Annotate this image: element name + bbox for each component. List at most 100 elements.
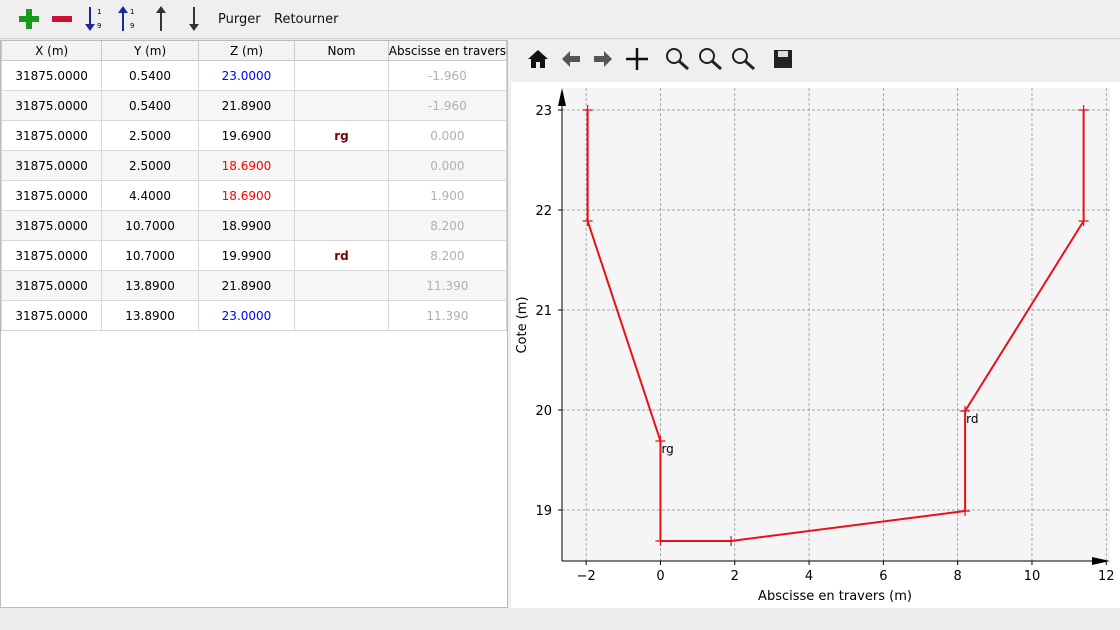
add-icon-v[interactable] [26, 9, 32, 29]
table-cell: 4.4000 [101, 180, 199, 211]
svg-text:9: 9 [97, 22, 101, 30]
sort-asc-icon[interactable]: 19 [85, 7, 101, 31]
home-icon[interactable] [528, 50, 548, 68]
table-cell [294, 180, 389, 211]
table-cell: 10.7000 [101, 210, 199, 241]
point-marker [960, 506, 971, 516]
svg-text:1: 1 [97, 8, 101, 16]
svg-text:9: 9 [130, 22, 134, 30]
x-tick-label: 10 [1024, 569, 1041, 584]
table-cell [294, 300, 389, 331]
table-cell: 31875.0000 [1, 150, 103, 181]
header-row: X (m) Y (m) Z (m) Nom Abscisse en travers [1, 41, 507, 61]
point-label: rg [661, 442, 673, 456]
table-cell: 31875.0000 [1, 60, 103, 91]
point-marker [1078, 105, 1089, 115]
column-header: Nom [294, 41, 389, 61]
chart: Abscisse en travers (m) Cote (m) −2 0 2 4 6 8… [511, 40, 1120, 608]
x-tick-label: 4 [805, 569, 813, 584]
zoom-fit-icon[interactable] [732, 48, 755, 71]
toolbar-icons: 19 19 [19, 6, 199, 31]
table-row: 31875.0000 2.5000 19.6900 rg 0.000 [1, 120, 507, 151]
table-cell: 0.000 [387, 150, 507, 181]
table-row: 31875.0000 10.7000 19.9900 rd 8.200 [1, 240, 507, 271]
forward-icon[interactable] [594, 51, 612, 67]
table-cell: 0.000 [387, 120, 507, 151]
point-marker [655, 436, 666, 446]
table-row: 31875.0000 0.5400 23.0000 -1.960 [1, 60, 507, 91]
column-header: Z (m) [197, 41, 296, 61]
sort-desc-icon[interactable]: 19 [118, 6, 134, 31]
y-axis-arrow [558, 88, 566, 106]
table-cell: 18.6900 [197, 180, 296, 211]
point-marker [726, 536, 737, 546]
point-marker [960, 406, 971, 416]
move-up-icon[interactable] [156, 6, 166, 31]
table-cell: 18.9900 [197, 210, 296, 241]
table-cell [294, 90, 389, 121]
pan-icon[interactable] [626, 48, 648, 70]
x-tick-label: 2 [731, 569, 739, 584]
table-cell: 13.8900 [101, 300, 199, 331]
table-cell: 31875.0000 [1, 210, 103, 241]
table-row: 31875.0000 10.7000 18.9900 8.200 [1, 210, 507, 241]
svg-text:1: 1 [130, 8, 134, 16]
table-cell: 18.6900 [197, 150, 296, 181]
column-header: Y (m) [101, 41, 199, 61]
table-cell: 2.5000 [101, 120, 199, 151]
table-cell: 8.200 [387, 210, 507, 241]
x-axis-arrow [1092, 557, 1110, 565]
table-cell: 0.5400 [101, 60, 199, 91]
y-tick-label: 20 [535, 404, 552, 419]
point-label: rd [966, 412, 978, 426]
table-cell: 21.8900 [197, 270, 296, 301]
save-icon[interactable] [774, 50, 792, 68]
table-cell: 31875.0000 [1, 270, 103, 301]
table-row: 31875.0000 4.4000 18.6900 1.900 [1, 180, 507, 211]
table-cell [294, 60, 389, 91]
table-cell: 31875.0000 [1, 120, 103, 151]
point-marker [1078, 216, 1089, 226]
table-cell: rg [294, 120, 389, 151]
status-bar [0, 608, 1120, 630]
remove-icon[interactable] [52, 16, 72, 22]
table-cell: 13.8900 [101, 270, 199, 301]
back-icon[interactable] [562, 51, 580, 67]
table-row: 31875.0000 2.5000 18.6900 0.000 [1, 150, 507, 181]
table-cell: 19.6900 [197, 120, 296, 151]
table-cell: 23.0000 [197, 300, 296, 331]
table-cell: -1.960 [387, 90, 507, 121]
column-header: X (m) [1, 41, 103, 61]
plot-area [562, 88, 1110, 561]
reverse-button[interactable]: Retourner [274, 12, 339, 27]
y-tick-label: 23 [535, 104, 552, 119]
table: X (m) Y (m) Z (m) Nom Abscisse en travers 31… [1, 41, 507, 331]
table-cell: -1.960 [387, 60, 507, 91]
point-marker [582, 216, 593, 226]
table-cell: 11.390 [387, 270, 507, 301]
table-cell: 31875.0000 [1, 240, 103, 271]
y-tick-label: 19 [535, 504, 552, 519]
table-cell [294, 270, 389, 301]
move-down-icon[interactable] [189, 7, 199, 31]
point-marker [582, 105, 593, 115]
table-cell: 1.900 [387, 180, 507, 211]
table-cell [294, 150, 389, 181]
table-cell: 19.9900 [197, 240, 296, 271]
table-row: 31875.0000 13.8900 21.8900 11.390 [1, 270, 507, 301]
table-cell [294, 210, 389, 241]
table-row: 31875.0000 13.8900 23.0000 11.390 [1, 300, 507, 331]
zoom-one-icon[interactable] [699, 48, 722, 71]
zoom-icon[interactable] [666, 48, 689, 71]
x-axis-label: Abscisse en travers (m) [758, 589, 912, 604]
table-cell: 11.390 [387, 300, 507, 331]
purge-button[interactable]: Purger [218, 12, 261, 27]
x-tick-label: 6 [879, 569, 887, 584]
x-tick-label: 8 [954, 569, 962, 584]
table-cell: 31875.0000 [1, 90, 103, 121]
column-header: Abscisse en travers [387, 41, 507, 61]
y-tick-label: 22 [535, 204, 552, 219]
table-cell: 8.200 [387, 240, 507, 271]
